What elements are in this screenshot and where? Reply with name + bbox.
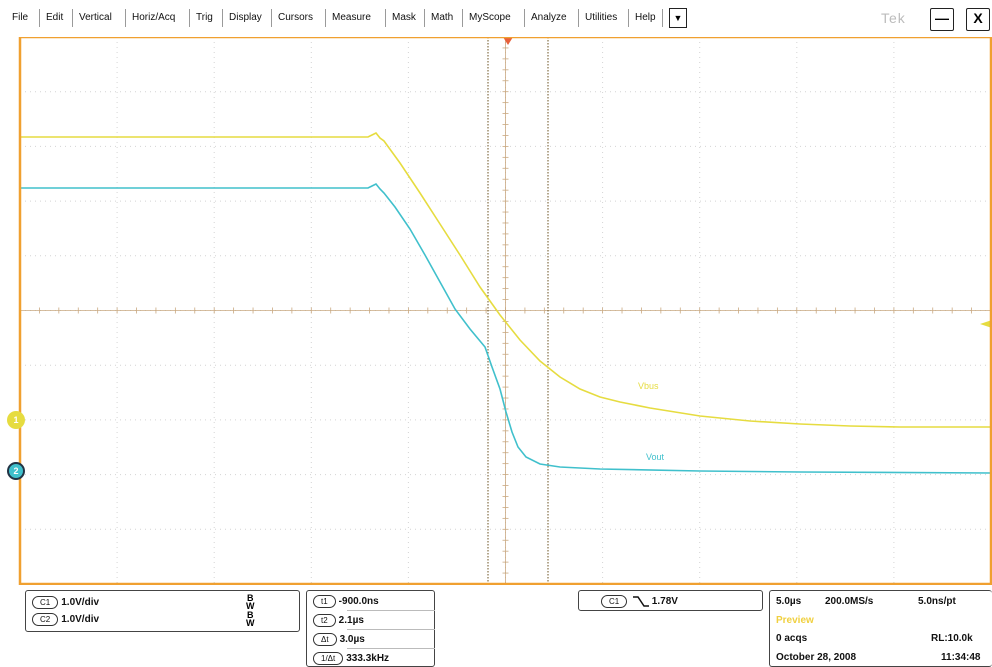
menu-myscope[interactable]: MyScope bbox=[469, 12, 511, 23]
display-frame bbox=[18, 37, 992, 585]
menu-bar: File Edit Vertical Horiz/Acq Trig Displa… bbox=[0, 0, 992, 37]
menu-separator bbox=[524, 9, 525, 27]
menu-analyze[interactable]: Analyze bbox=[531, 12, 567, 23]
menu-separator bbox=[628, 9, 629, 27]
ch2-trace bbox=[20, 182, 992, 474]
ch1-scale: 1.0V/div bbox=[61, 597, 100, 609]
center-ticks bbox=[19, 37, 992, 585]
acquisition-mode: Preview bbox=[776, 615, 814, 626]
menu-separator bbox=[222, 9, 223, 27]
minimize-icon: — bbox=[935, 10, 949, 26]
menu-separator bbox=[72, 9, 73, 27]
ch2-ground-marker[interactable]: 2 bbox=[7, 462, 25, 480]
close-icon: X bbox=[973, 10, 983, 26]
trigger-level-icon bbox=[980, 320, 992, 328]
time-per-point: 5.0ns/pt bbox=[918, 596, 956, 607]
close-button[interactable]: X bbox=[966, 8, 990, 31]
ch2-scale: 1.0V/div bbox=[61, 614, 100, 626]
acquisition-date: October 28, 2008 bbox=[776, 652, 857, 663]
cursor-readout[interactable]: t1 -900.0ns t2 2.1µs Δt 3.0µs 1/Δt 333.3kHz bbox=[306, 590, 435, 667]
minimize-button[interactable]: — bbox=[930, 8, 954, 31]
menu-edit[interactable]: Edit bbox=[46, 12, 64, 23]
menu-separator bbox=[385, 9, 386, 27]
ch2-scale-row: C2 1.0V/div bbox=[32, 613, 99, 626]
delta-value: 3.0µs bbox=[339, 634, 365, 646]
t1-value: -900.0ns bbox=[338, 596, 379, 608]
ch1-tag: C1 bbox=[32, 596, 59, 609]
menu-help[interactable]: Help bbox=[635, 12, 656, 23]
menu-utilities[interactable]: Utilities bbox=[585, 12, 618, 23]
trigger-level: 1.78V bbox=[651, 596, 678, 608]
inverse-delta-tag: 1/Δt bbox=[313, 652, 344, 665]
horizontal-scale: 5.0µs bbox=[776, 596, 802, 607]
acquisition-time: 11:34:48 bbox=[941, 652, 981, 663]
chevron-down-icon: ▼ bbox=[673, 13, 683, 23]
menu-dropdown-button[interactable]: ▼ bbox=[669, 8, 687, 28]
record-length: RL:10.0k bbox=[931, 633, 973, 644]
cursor-delta-row: Δt 3.0µs bbox=[313, 633, 365, 646]
inverse-delta-value: 333.3kHz bbox=[346, 653, 390, 665]
brand-logo: Tek bbox=[881, 10, 906, 26]
trigger-row: C1 1.78V bbox=[601, 595, 678, 608]
cursor-inverse-row: 1/Δt 333.3kHz bbox=[313, 652, 389, 665]
menu-separator bbox=[39, 9, 40, 27]
menu-separator bbox=[189, 9, 190, 27]
menu-math[interactable]: Math bbox=[431, 12, 454, 23]
t2-tag: t2 bbox=[313, 614, 336, 627]
divider bbox=[347, 629, 435, 630]
ch1-ground-marker[interactable]: 1 bbox=[7, 411, 25, 429]
menu-display[interactable]: Display bbox=[229, 12, 262, 23]
menu-separator bbox=[325, 9, 326, 27]
menu-separator bbox=[662, 9, 663, 27]
t2-value: 2.1µs bbox=[338, 615, 364, 627]
menu-measure[interactable]: Measure bbox=[332, 12, 371, 23]
trigger-source-tag: C1 bbox=[601, 595, 628, 608]
cursor-t2-row: t2 2.1µs bbox=[313, 614, 364, 627]
menu-separator bbox=[424, 9, 425, 27]
menu-vertical[interactable]: Vertical bbox=[79, 12, 112, 23]
menu-separator bbox=[578, 9, 579, 27]
ch2-tag: C2 bbox=[32, 613, 59, 626]
divider bbox=[347, 610, 435, 611]
menu-separator bbox=[462, 9, 463, 27]
acquisition-count: 0 acqs bbox=[776, 633, 808, 644]
ch1-scale-row: C1 1.0V/div bbox=[32, 596, 99, 609]
sample-rate: 200.0MS/s bbox=[825, 596, 874, 607]
trigger-position-icon bbox=[503, 37, 513, 45]
ch2-marker-label: 2 bbox=[13, 466, 19, 476]
menu-horiz-acq[interactable]: Horiz/Acq bbox=[132, 12, 176, 23]
waveform-display[interactable]: Vbus Vout 1 2 bbox=[0, 37, 992, 585]
ch1-marker-label: 1 bbox=[13, 415, 19, 425]
divider bbox=[347, 648, 435, 649]
ch1-trace-label: Vbus bbox=[638, 381, 659, 391]
menu-trig[interactable]: Trig bbox=[196, 12, 213, 23]
delta-tag: Δt bbox=[313, 633, 337, 646]
trigger-readout[interactable]: C1 1.78V bbox=[578, 590, 763, 611]
menu-file[interactable]: File bbox=[12, 12, 29, 23]
menu-separator bbox=[271, 9, 272, 27]
ch1-trace bbox=[20, 131, 991, 428]
menu-separator bbox=[125, 9, 126, 27]
t1-tag: t1 bbox=[313, 595, 336, 608]
menu-cursors[interactable]: Cursors bbox=[278, 12, 314, 23]
graticule bbox=[18, 37, 992, 585]
timebase-readout[interactable]: 5.0µs 200.0MS/s 5.0ns/pt Preview 0 acqs … bbox=[769, 590, 992, 667]
menu-mask[interactable]: Mask bbox=[392, 12, 416, 23]
falling-edge-icon bbox=[633, 596, 650, 607]
ch2-trace-label: Vout bbox=[646, 452, 665, 462]
cursor-t1-row: t1 -900.0ns bbox=[313, 595, 379, 608]
